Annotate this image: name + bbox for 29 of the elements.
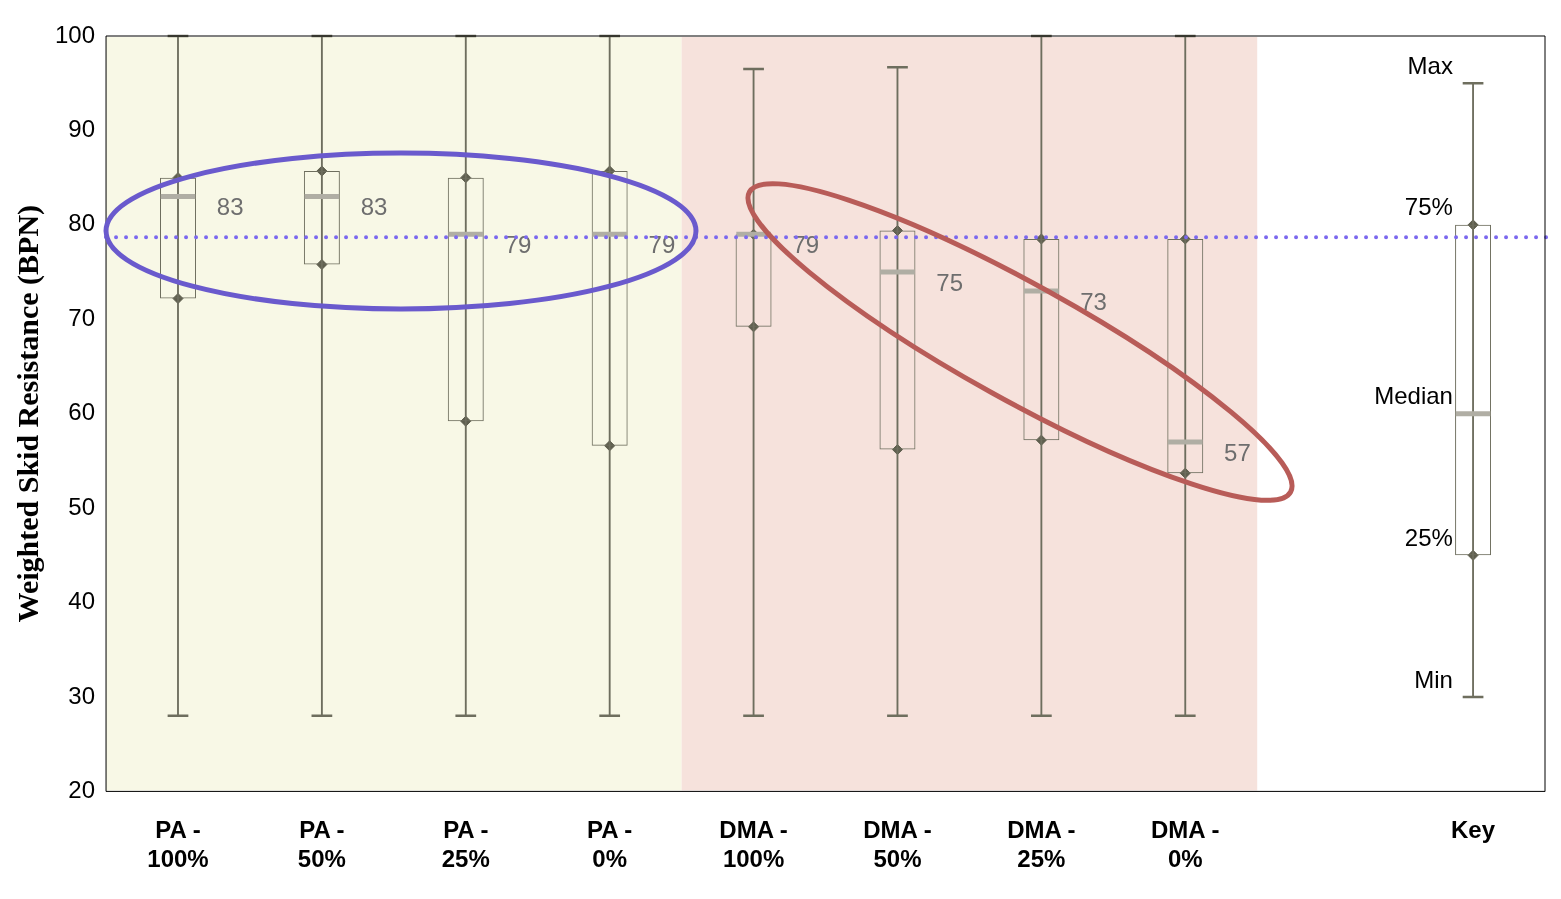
x-tick-label: PA - 0% xyxy=(587,816,633,873)
y-tick-label: 60 xyxy=(68,398,96,426)
x-tick-label: PA - 25% xyxy=(441,816,490,873)
x-tick-label: PA - 50% xyxy=(297,816,346,873)
text: 83 xyxy=(216,193,244,221)
annotation: Min xyxy=(1414,665,1453,693)
text: 83 xyxy=(360,193,388,221)
text: 57 xyxy=(1224,438,1251,466)
x-tick-label: DMA - 50% xyxy=(863,816,932,873)
annotation: Median xyxy=(1374,382,1453,410)
annotation: 75% xyxy=(1404,193,1453,221)
y-tick-label: 100 xyxy=(55,20,96,48)
y-tick-label: 30 xyxy=(68,681,96,709)
y-tick-label: 80 xyxy=(68,209,96,237)
y-tick-label: 40 xyxy=(68,587,96,615)
x-tick-label: DMA - 25% xyxy=(1007,816,1076,873)
x-tick-label: DMA - 100% xyxy=(719,816,788,873)
x-tick-label: Key xyxy=(1451,816,1496,844)
y-tick-label: 50 xyxy=(68,492,96,520)
annotation: Max xyxy=(1407,51,1453,79)
text: 73 xyxy=(1080,287,1107,315)
text: 75 xyxy=(936,268,964,296)
annotation: 25% xyxy=(1404,523,1453,551)
y-tick-label: 90 xyxy=(68,115,96,143)
x-tick-label: PA - 100% xyxy=(147,816,209,873)
y-axis-title: Weighted Skid Resistance (BPN) xyxy=(10,204,45,623)
x-tick-label: DMA - 0% xyxy=(1151,816,1220,873)
y-tick-label: 70 xyxy=(68,303,96,331)
y-tick-label: 20 xyxy=(68,776,96,804)
